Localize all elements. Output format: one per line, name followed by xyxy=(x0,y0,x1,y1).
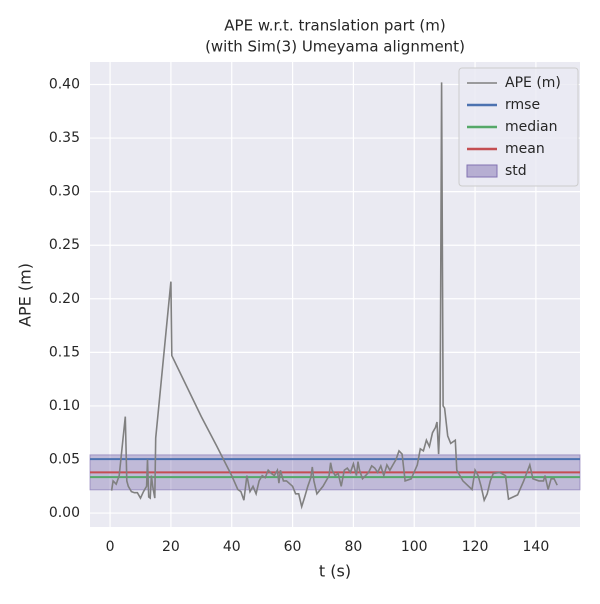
x-tick-label: 60 xyxy=(284,539,302,555)
x-axis-label: t (s) xyxy=(319,562,351,581)
legend-label: median xyxy=(505,119,557,135)
legend-label: std xyxy=(505,163,527,179)
y-tick-label: 0.00 xyxy=(49,505,80,521)
x-tick-label: 20 xyxy=(162,539,180,555)
legend-label: mean xyxy=(505,141,545,157)
legend-box xyxy=(458,67,579,187)
x-tick-label: 40 xyxy=(223,539,241,555)
y-tick-label: 0.25 xyxy=(49,237,80,253)
x-tick-label: 100 xyxy=(401,539,428,555)
chart-title: APE w.r.t. translation part (m) xyxy=(224,17,445,35)
y-tick-label: 0.10 xyxy=(49,398,80,414)
y-axis-label: APE (m) xyxy=(16,263,35,327)
y-tick-label: 0.05 xyxy=(49,452,80,468)
x-tick-label: 120 xyxy=(462,539,489,555)
legend-label: rmse xyxy=(505,97,540,113)
y-tick-label: 0.15 xyxy=(49,344,80,360)
legend-label: APE (m) xyxy=(505,75,561,91)
data-line xyxy=(110,82,558,510)
y-tick-label: 0.20 xyxy=(49,291,80,307)
chart-subtitle: (with Sim(3) Umeyama alignment) xyxy=(205,38,465,56)
x-tick-label: 140 xyxy=(523,539,550,555)
y-tick-label: 0.40 xyxy=(49,77,80,93)
x-tick-label: 80 xyxy=(344,539,362,555)
legend-swatch xyxy=(466,164,498,178)
x-tick-label: 0 xyxy=(106,539,115,555)
y-tick-label: 0.30 xyxy=(49,184,80,200)
y-tick-label: 0.35 xyxy=(49,130,80,146)
